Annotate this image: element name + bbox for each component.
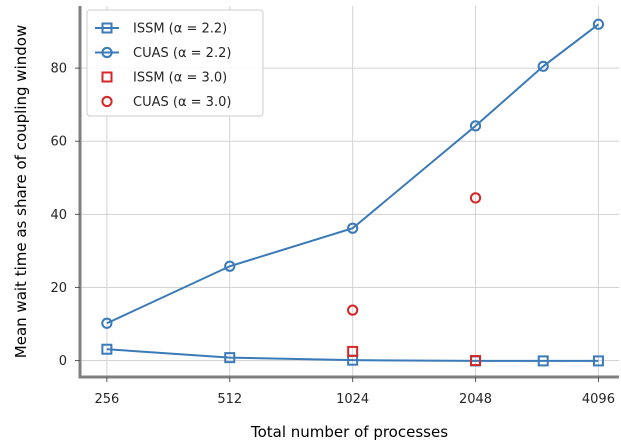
- series-3: [347, 192, 482, 316]
- x-tick-label: 1024: [336, 392, 369, 407]
- data-point: [347, 304, 359, 316]
- data-point: [470, 355, 482, 367]
- x-tick-label: 256: [94, 392, 119, 407]
- legend-item: ISSM (α = 2.2): [95, 22, 227, 37]
- y-tick-label: 20: [50, 281, 67, 296]
- y-tick-label: 40: [50, 208, 67, 223]
- legend-item: CUAS (α = 3.0): [101, 95, 231, 110]
- x-tick-label: 2048: [459, 392, 492, 407]
- legend: ISSM (α = 2.2) CUAS (α = 2.2) ISSM (α = 3.…: [86, 9, 264, 117]
- y-axis-label: Mean wait time as share of coupling wind…: [12, 25, 30, 358]
- data-point: [469, 192, 482, 204]
- series-0: [101, 343, 604, 367]
- x-tick-label: 512: [217, 392, 242, 407]
- legend-label: CUAS (α = 3.0): [133, 95, 231, 110]
- data-point: [347, 222, 359, 234]
- legend-label: CUAS (α = 2.2): [133, 46, 231, 61]
- data-point: [537, 60, 549, 72]
- legend-item: ISSM (α = 3.0): [101, 71, 227, 86]
- data-point: [592, 355, 604, 367]
- data-point: [101, 343, 113, 355]
- legend-box: [86, 9, 264, 117]
- legend-marker: [101, 46, 113, 59]
- data-point: [537, 355, 549, 367]
- legend-label: ISSM (α = 2.2): [133, 22, 227, 37]
- y-tick-label: 60: [50, 135, 67, 150]
- x-tick-label: 4096: [582, 392, 615, 407]
- data-point: [592, 18, 605, 30]
- series-2: [347, 345, 482, 367]
- data-point: [224, 352, 236, 364]
- series-line: [106, 348, 599, 362]
- data-point: [224, 260, 236, 272]
- x-axis-label: Total number of processes: [250, 423, 448, 441]
- legend-marker: [101, 22, 113, 34]
- y-tick-label: 80: [50, 62, 67, 77]
- legend-marker: [101, 95, 113, 108]
- data-point: [347, 345, 359, 357]
- data-point: [101, 317, 113, 329]
- legend-marker: [101, 71, 113, 83]
- legend-item: CUAS (α = 2.2): [95, 46, 231, 61]
- legend-label: ISSM (α = 3.0): [133, 71, 227, 86]
- series-1: [101, 18, 605, 329]
- y-tick-label: 0: [59, 354, 67, 369]
- ticks: 256 512 1024 2048 4096 0 20 40 60 80: [50, 62, 615, 407]
- series-layer: [101, 18, 605, 367]
- data-point: [469, 120, 482, 132]
- series-line: [106, 23, 600, 325]
